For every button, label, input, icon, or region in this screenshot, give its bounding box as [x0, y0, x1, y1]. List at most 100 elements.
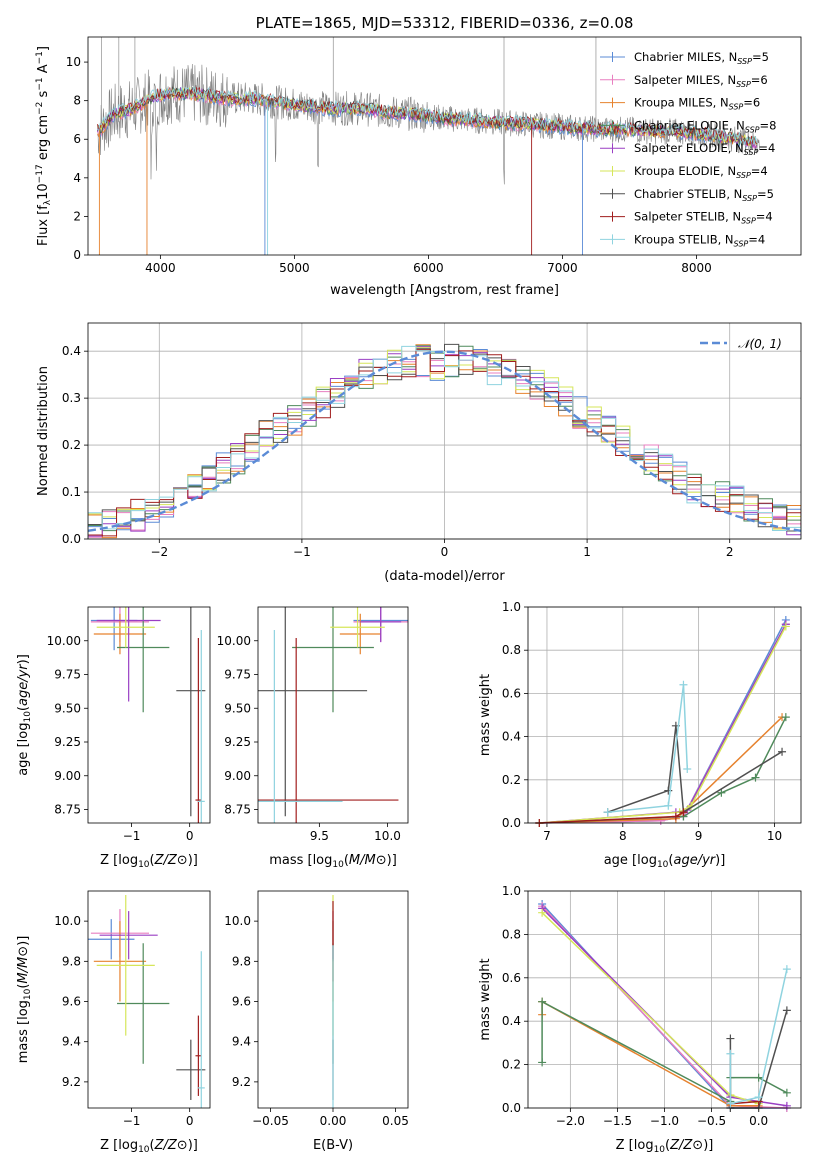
weight_vs_age-lines — [535, 615, 790, 827]
y-tick-label: 0.3 — [62, 391, 81, 405]
y-tick-label: 9.8 — [232, 954, 251, 968]
y-tick-label: 9.25 — [224, 735, 251, 749]
spectrum-ylabel: Flux [fλ10−17 erg cm−2 s−1 A−1] — [35, 46, 53, 246]
histogram-series — [88, 345, 801, 539]
x-tick-label: −1 — [293, 545, 311, 559]
spectrum-xlabel: wavelength [Angstrom, rest frame] — [330, 283, 559, 298]
weight-marker — [782, 1006, 791, 1015]
x-tick-label: 0 — [441, 545, 449, 559]
spectrum-lines — [97, 37, 760, 255]
y-tick-label: 9.75 — [54, 668, 81, 682]
x-tick-label: −1.5 — [603, 1114, 632, 1128]
weight-marker — [778, 747, 787, 756]
y-tick-label: 0.8 — [502, 643, 521, 657]
y-tick-label: 9.2 — [62, 1075, 81, 1089]
weight-marker — [603, 808, 612, 817]
weight-marker — [538, 1058, 547, 1067]
y-tick-label: 0.2 — [502, 773, 521, 787]
weight-marker — [679, 808, 688, 817]
y-tick-label: 9.50 — [224, 701, 251, 715]
weight-marker — [671, 812, 680, 821]
x-tick-label: 0.0 — [749, 1114, 768, 1128]
weight-marker — [782, 1088, 791, 1097]
y-tick-label: 0 — [73, 248, 81, 262]
age_vs_Z-xlabel: Z [log10(Z/Z⊙)] — [100, 853, 198, 870]
y-tick-label: 1.0 — [502, 600, 521, 614]
weight-marker — [664, 801, 673, 810]
age_vs_Z-ylabel: age [log10(age/yr)] — [16, 654, 33, 776]
mass_vs_Z-axes: −1 0 9.2 9.4 9.6 9.8 10.0 — [54, 914, 193, 1128]
age_vs_mass-xlabel: mass [log10(M/M⊙)] — [269, 853, 397, 870]
weight-marker — [664, 786, 673, 795]
x-tick-label: 1 — [583, 545, 591, 559]
age_vs_Z-axes: −1 0 8.75 9.00 9.25 9.50 9.75 10.00 — [47, 634, 194, 843]
y-tick-label: 9.4 — [62, 1035, 81, 1049]
y-tick-label: 9.2 — [232, 1075, 251, 1089]
x-tick-label: 0.05 — [382, 1114, 409, 1128]
weight_vs_age-axes: 7 8 9 10 0.0 0.2 0.4 0.6 0.8 1.0 — [502, 600, 801, 843]
weight-line — [539, 626, 787, 824]
x-tick-label: −1 — [123, 829, 141, 843]
x-tick-label: −0.5 — [697, 1114, 726, 1128]
x-tick-label: 0.00 — [320, 1114, 347, 1128]
age_vs_mass-axes: 9.5 10.0 8.75 9.00 9.25 9.50 9.75 10.00 — [217, 634, 401, 843]
y-tick-label: 9.4 — [232, 1035, 251, 1049]
weight_vs_age-ylabel: mass weight — [478, 674, 493, 756]
y-tick-label: 0.2 — [62, 438, 81, 452]
legend-label: Chabrier MILES, NSSP=5 — [634, 50, 769, 66]
y-tick-label: 0.8 — [502, 927, 521, 941]
y-tick-label: 0.1 — [62, 485, 81, 499]
residuals-xlabel: (data-model)/error — [384, 569, 505, 584]
y-tick-label: 0.4 — [502, 730, 521, 744]
x-tick-label: 5000 — [279, 261, 310, 275]
y-tick-label: 1.0 — [502, 884, 521, 898]
y-tick-label: 10 — [66, 55, 81, 69]
y-tick-label: 6 — [73, 132, 81, 146]
x-tick-label: −1.0 — [650, 1114, 679, 1128]
y-tick-label: 0.0 — [62, 532, 81, 546]
y-tick-label: 9.6 — [232, 995, 251, 1009]
y-tick-label: 9.00 — [54, 769, 81, 783]
mass_vs_Z-xlabel: Z [log10(Z/Z⊙)] — [100, 1138, 198, 1155]
legend-label: Salpeter MILES, NSSP=6 — [634, 73, 768, 89]
age_vs_Z-frame — [87, 606, 211, 824]
spectrum-axes: 4000 5000 6000 7000 8000 0 2 4 6 8 10 — [66, 55, 712, 275]
y-tick-label: 9.00 — [224, 769, 251, 783]
normal-legend-label: 𝒩(0, 1) — [738, 337, 782, 351]
weight-marker — [679, 680, 688, 689]
legend-label: Salpeter ELODIE, NSSP=4 — [634, 141, 775, 157]
y-tick-label: 0.0 — [502, 816, 521, 830]
residuals-frame — [87, 322, 802, 540]
weight-marker — [754, 1093, 763, 1102]
y-tick-label: 8.75 — [224, 803, 251, 817]
histograms — [88, 343, 801, 539]
y-tick-label: 0.4 — [62, 344, 81, 358]
weight-marker — [782, 965, 791, 974]
x-tick-label: 7 — [543, 829, 551, 843]
y-tick-label: 10.00 — [47, 634, 81, 648]
y-tick-label: 0.2 — [502, 1058, 521, 1072]
mass_vs_EBV-xlabel: E(B-V) — [313, 1138, 353, 1153]
weight_vs_age-xlabel: age [log10(age/yr)] — [604, 853, 726, 870]
y-tick-label: 0.4 — [502, 1014, 521, 1028]
y-tick-label: 2 — [73, 209, 81, 223]
y-tick-label: 8 — [73, 94, 81, 108]
spectrum-frame — [87, 36, 802, 256]
weight-marker — [538, 908, 547, 917]
weight-line — [539, 716, 787, 824]
legend-label: Salpeter STELIB, NSSP=4 — [634, 210, 773, 226]
mass_vs_Z-ylabel: mass [log10(M/M⊙)] — [16, 936, 33, 1064]
y-tick-label: 9.75 — [224, 668, 251, 682]
mass_vs_EBV-axes: −0.05 0.00 0.05 9.2 9.4 9.6 9.8 10.0 — [224, 914, 409, 1128]
weight-marker — [781, 713, 790, 722]
legend-label: Kroupa MILES, NSSP=6 — [634, 96, 760, 112]
y-tick-label: 9.6 — [62, 995, 81, 1009]
y-tick-label: 0.6 — [502, 686, 521, 700]
weight_vs_Z-axes: −2.0 −1.5 −1.0 −0.5 0.0 0.0 0.2 0.4 0.6 0.8 1.0 — [502, 884, 801, 1128]
age_vs_Z-points — [90, 607, 206, 823]
weight-line — [607, 684, 689, 813]
legend-label: Chabrier STELIB, NSSP=5 — [634, 187, 774, 203]
weight-marker — [781, 622, 790, 631]
weight-marker — [782, 1101, 791, 1110]
